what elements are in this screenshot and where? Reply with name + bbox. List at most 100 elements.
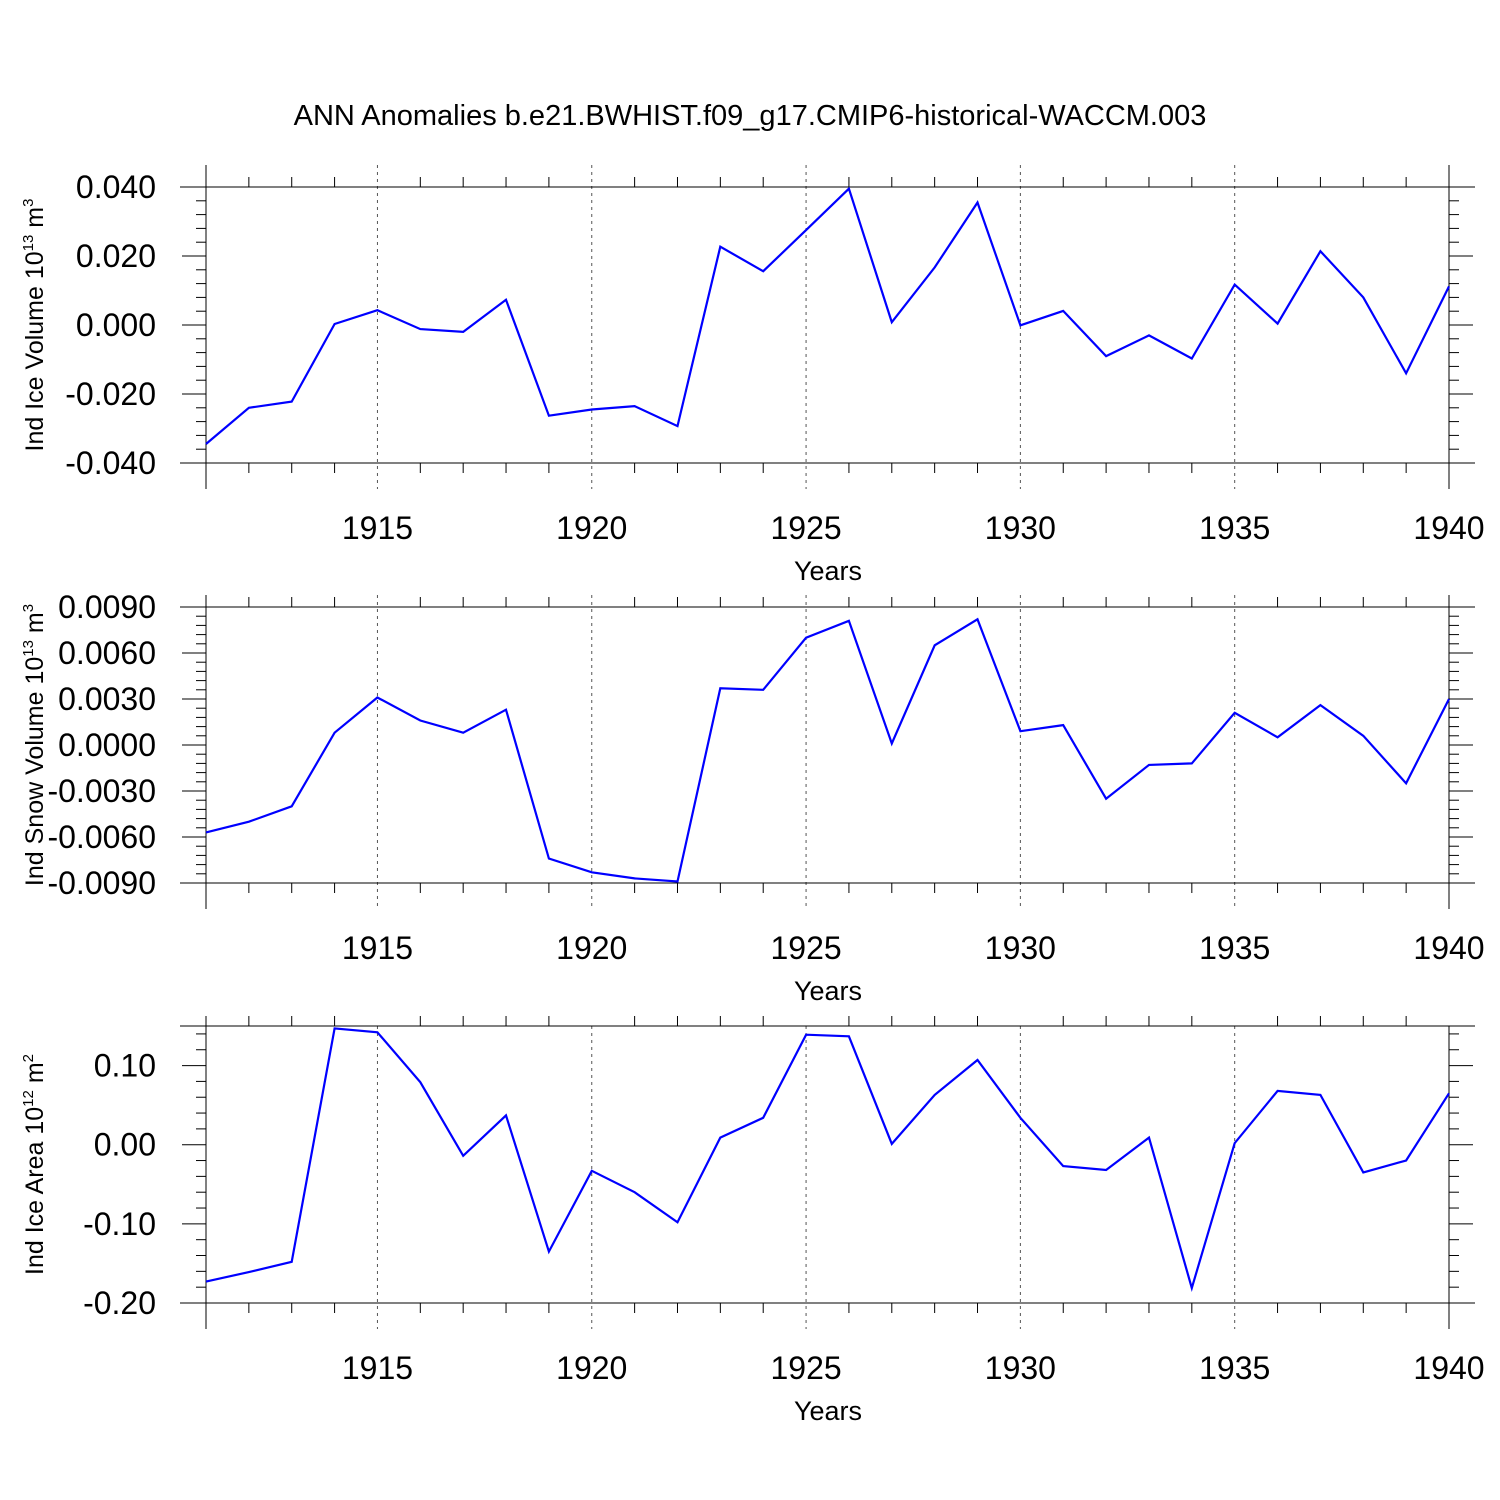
data-point-1920 [591, 871, 593, 873]
data-point-1916 [419, 719, 421, 721]
data-point-1916 [419, 328, 421, 330]
x-tick-label-1925: 1925 [770, 1350, 841, 1386]
data-point-1918 [505, 1114, 507, 1116]
data-point-1929 [977, 1059, 979, 1061]
x-axis-title: Years [794, 556, 862, 586]
data-point-1929 [977, 202, 979, 204]
y-tick-label: 0.020 [76, 238, 156, 274]
data-point-1913 [291, 805, 293, 807]
data-point-1938 [1362, 735, 1364, 737]
x-tick-label-1935: 1935 [1199, 1350, 1270, 1386]
data-point-1932 [1105, 798, 1107, 800]
data-point-1931 [1062, 1165, 1064, 1167]
y-axis-title-part: 2 [20, 1054, 37, 1062]
data-point-1931 [1062, 310, 1064, 312]
data-point-1926 [848, 1035, 850, 1037]
data-point-1914 [334, 1027, 336, 1029]
data-point-1936 [1277, 1090, 1279, 1092]
data-point-1924 [762, 1117, 764, 1119]
y-tick-label: 0.10 [94, 1048, 156, 1084]
y-axis-title-part: m [21, 612, 49, 640]
data-point-1915 [376, 696, 378, 698]
data-point-1912 [248, 821, 250, 823]
y-tick-label: -0.10 [83, 1206, 156, 1242]
x-tick-label-1940: 1940 [1413, 510, 1484, 546]
data-point-1935 [1234, 712, 1236, 714]
data-point-1927 [891, 1143, 893, 1145]
y-axis-title-part: 3 [20, 199, 37, 207]
data-point-1928 [934, 1094, 936, 1096]
data-point-1924 [762, 689, 764, 691]
data-point-1934 [1191, 357, 1193, 359]
data-point-1923 [719, 1137, 721, 1139]
y-tick-label: 0.0000 [58, 727, 156, 763]
y-axis-title-part: Ind Snow Volume 10 [21, 657, 49, 886]
y-axis-title-part: m [21, 1062, 49, 1090]
data-point-1938 [1362, 1171, 1364, 1173]
data-point-1918 [505, 299, 507, 301]
data-point-1935 [1234, 1142, 1236, 1144]
data-point-1922 [676, 1221, 678, 1223]
data-point-1919 [548, 857, 550, 859]
data-point-1923 [719, 246, 721, 248]
data-point-1913 [291, 1261, 293, 1263]
data-point-1927 [891, 321, 893, 323]
data-point-1925 [805, 637, 807, 639]
x-tick-label-1940: 1940 [1413, 930, 1484, 966]
data-point-1934 [1191, 1287, 1193, 1289]
data-point-1933 [1148, 764, 1150, 766]
data-point-1939 [1405, 372, 1407, 374]
data-point-1928 [934, 266, 936, 268]
data-point-1937 [1319, 1094, 1321, 1096]
data-point-1917 [462, 1155, 464, 1157]
data-point-1924 [762, 270, 764, 272]
data-point-1922 [676, 425, 678, 427]
data-point-1916 [419, 1081, 421, 1083]
y-tick-label: 0.040 [76, 169, 156, 205]
x-tick-label-1915: 1915 [342, 510, 413, 546]
y-tick-label: 0.0090 [58, 589, 156, 625]
x-tick-label-1940: 1940 [1413, 1350, 1484, 1386]
y-tick-label: 0.0060 [58, 635, 156, 671]
x-tick-label-1925: 1925 [770, 510, 841, 546]
y-tick-label: -0.040 [65, 445, 156, 481]
data-point-1919 [548, 415, 550, 417]
data-point-1921 [634, 877, 636, 879]
x-tick-label-1930: 1930 [985, 1350, 1056, 1386]
data-point-1911 [205, 831, 207, 833]
data-point-1935 [1234, 284, 1236, 286]
panel-3: 0.10 0.00 -0.10 -0.20 1915 1920 1925 1930 1935 19… [20, 1016, 1485, 1426]
x-tick-label-1920: 1920 [556, 1350, 627, 1386]
data-point-1925 [805, 229, 807, 231]
data-point-1928 [934, 644, 936, 646]
data-point-1937 [1319, 250, 1321, 252]
data-point-1915 [376, 309, 378, 311]
y-axis-title-part: Ind Ice Volume 10 [21, 251, 49, 451]
x-tick-label-1935: 1935 [1199, 510, 1270, 546]
data-series-line [205, 1027, 1450, 1292]
data-point-1939 [1405, 782, 1407, 784]
data-point-1933 [1148, 1137, 1150, 1139]
panel-1: 0.040 0.020 0.000 -0.020 -0.040 1915 1920 1925 1… [20, 165, 1485, 586]
x-tick-label-1930: 1930 [985, 510, 1056, 546]
panels: 0.040 0.020 0.000 -0.020 -0.040 1915 1920 1925 1… [20, 165, 1485, 1426]
y-axis-title-part: m [21, 207, 49, 235]
data-point-1920 [591, 409, 593, 411]
y-tick-label: -0.0090 [47, 865, 156, 901]
data-point-1921 [634, 1191, 636, 1193]
y-tick-label: 0.0030 [58, 681, 156, 717]
x-axis-title: Years [794, 1396, 862, 1426]
y-tick-label: 0.000 [76, 307, 156, 343]
data-series-line [205, 186, 1450, 445]
data-point-1923 [719, 687, 721, 689]
y-axis-title: Ind Snow Volume 1013 m3 [20, 604, 49, 886]
y-axis-title-part: 13 [20, 235, 37, 252]
data-point-1926 [848, 188, 850, 190]
data-point-1932 [1105, 355, 1107, 357]
y-tick-label: 0.00 [94, 1127, 156, 1163]
data-point-1914 [334, 323, 336, 325]
data-point-1927 [891, 742, 893, 744]
data-point-1939 [1405, 1160, 1407, 1162]
chart-title: ANN Anomalies b.e21.BWHIST.f09_g17.CMIP6… [294, 100, 1207, 132]
data-point-1933 [1148, 334, 1150, 336]
